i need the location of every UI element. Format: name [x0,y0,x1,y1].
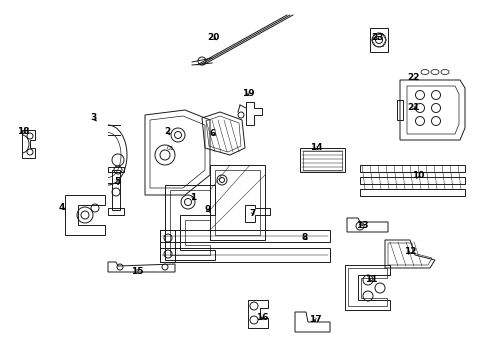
Text: 7: 7 [250,208,256,217]
Text: 14: 14 [310,143,322,152]
Text: 11: 11 [365,275,377,284]
Text: 01: 01 [166,145,174,150]
Text: 12: 12 [404,248,416,256]
Text: 23: 23 [371,32,383,41]
Text: 4: 4 [59,202,65,211]
Text: 15: 15 [131,266,143,275]
Text: 6: 6 [210,129,216,138]
Text: 9: 9 [205,206,211,215]
Text: 5: 5 [114,177,120,186]
Text: 20: 20 [207,32,219,41]
Text: 21: 21 [407,103,419,112]
Text: 8: 8 [302,233,308,242]
Text: 22: 22 [407,72,419,81]
Text: 17: 17 [309,315,321,324]
Text: 3: 3 [90,112,96,122]
Text: 16: 16 [256,314,268,323]
Text: 1: 1 [190,193,196,202]
Text: 13: 13 [356,220,368,230]
Text: 19: 19 [242,89,254,98]
Text: 18: 18 [17,127,29,136]
Text: 2: 2 [164,126,170,135]
Text: 10: 10 [412,171,424,180]
